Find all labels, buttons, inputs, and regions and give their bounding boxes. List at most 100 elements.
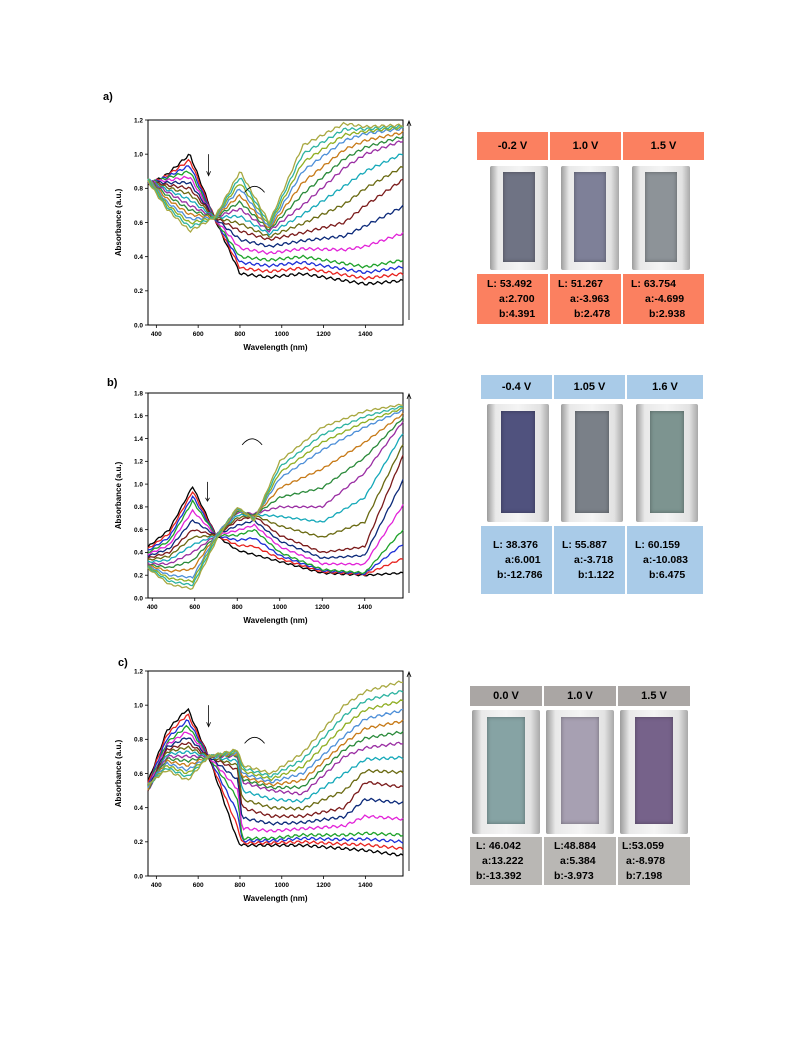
series-line xyxy=(147,433,404,564)
x-tick-label: 1400 xyxy=(358,882,373,889)
panel-c-values-col-1: L: 46.042 a:13.222 b:-13.392 xyxy=(470,837,542,885)
series-line xyxy=(147,504,404,566)
series-line xyxy=(147,180,404,248)
series-line xyxy=(147,408,404,579)
panel-c-b-2: b:-3.973 xyxy=(554,869,594,882)
panel-b-b-1: b:-12.786 xyxy=(497,568,543,581)
panel-b-values-col-2: L: 55.887 a:-3.718 b:1.122 xyxy=(554,526,625,594)
curved-arrow xyxy=(241,438,263,446)
y-tick-label: 0.0 xyxy=(134,595,143,602)
panel-c-color-values: L: 46.042 a:13.222 b:-13.392 L:48.884 a:… xyxy=(470,837,690,885)
panel-b-a-3: a:-10.083 xyxy=(643,553,688,566)
panel-c-b-1: b:-13.392 xyxy=(476,869,522,882)
series-line xyxy=(147,403,404,591)
panel-b-b-3: b:6.475 xyxy=(649,568,686,581)
series-line xyxy=(147,140,404,234)
series-line xyxy=(147,125,404,227)
panel-b-chart: 0.0 0.2 0.4 0.6 0.8 1.0 1.2 1.4 1.6 1.8 400 600 800 1… xyxy=(114,390,412,625)
x-tick-label: 400 xyxy=(151,882,162,889)
increase-arrow-head xyxy=(406,670,412,678)
x-tick-label: 1200 xyxy=(316,331,331,338)
panel-c-chart: 0.0 0.2 0.4 0.6 0.8 1.0 1.2 400 600 800 1000 1200 14… xyxy=(114,668,412,903)
trend-arrow-head xyxy=(205,497,210,502)
series-line xyxy=(147,690,404,785)
panel-a-photo-3 xyxy=(632,166,690,270)
x-tick-label: 1200 xyxy=(316,882,331,889)
panel-a-L-3: L: 63.754 xyxy=(631,277,676,290)
panel-b-values-col-1: L: 38.376 a:6.001 b:-12.786 xyxy=(481,526,552,594)
series-line xyxy=(147,737,404,826)
series-line xyxy=(147,158,404,281)
panel-b-a-2: a:-3.718 xyxy=(574,553,614,566)
y-axis-title: Absorbance (a.u.) xyxy=(114,188,123,256)
y-tick-label: 0.8 xyxy=(134,737,143,744)
y-tick-label: 0.4 xyxy=(134,550,143,557)
panel-c-b-3: b:7.198 xyxy=(626,869,663,882)
x-tick-label: 1200 xyxy=(315,604,330,611)
series-line xyxy=(147,175,404,256)
series-line xyxy=(147,707,404,857)
series-line xyxy=(147,444,404,561)
panel-a-b-2: b:2.478 xyxy=(574,307,611,320)
panel-a-values-col-3: L: 63.754 a:-4.699 b:2.938 xyxy=(623,274,704,324)
x-tick-label: 800 xyxy=(235,882,246,889)
increase-arrow-head xyxy=(406,119,412,127)
panel-a-chart: 0.0 0.2 0.4 0.6 0.8 1.0 1.2 400 600 800 1000 1200 14… xyxy=(114,117,412,352)
x-axis-title: Wavelength (nm) xyxy=(243,343,307,352)
panel-a-values-col-1: L: 53.492 a:2.700 b:4.391 xyxy=(477,274,548,324)
series-line xyxy=(147,153,404,237)
curved-arrow xyxy=(244,736,265,744)
panel-b-L-2: L: 55.887 xyxy=(562,538,607,551)
panel-b-voltage-header: -0.4 V 1.05 V 1.6 V xyxy=(481,375,703,399)
panel-b-label: b) xyxy=(107,377,118,389)
series-line xyxy=(147,412,404,573)
series-line xyxy=(147,126,404,228)
series-line xyxy=(147,130,404,229)
series-line xyxy=(147,719,404,790)
x-tick-label: 800 xyxy=(235,331,246,338)
increase-arrow-head xyxy=(406,392,412,400)
x-tick-label: 1000 xyxy=(275,882,290,889)
x-tick-label: 400 xyxy=(147,604,158,611)
y-tick-label: 0.0 xyxy=(134,873,143,880)
y-tick-label: 0.8 xyxy=(134,504,143,511)
panel-c-voltage-2: 1.0 V xyxy=(544,686,616,706)
trend-arrow-head xyxy=(206,171,211,177)
panel-b-b-2: b:1.122 xyxy=(578,568,615,581)
panel-c-photo-3 xyxy=(620,710,688,834)
panel-b-color-values: L: 38.376 a:6.001 b:-12.786 L: 55.887 a:… xyxy=(481,526,703,594)
y-tick-label: 1.2 xyxy=(134,668,143,675)
series-line xyxy=(147,713,404,851)
panel-a-a-1: a:2.700 xyxy=(499,292,535,305)
series-line xyxy=(147,730,404,791)
series-line xyxy=(147,407,404,584)
y-tick-label: 0.2 xyxy=(134,573,143,580)
y-tick-label: 1.2 xyxy=(134,459,143,466)
panel-a-L-2: L: 51.267 xyxy=(558,277,603,290)
y-tick-label: 0.6 xyxy=(134,771,143,778)
panel-a-photo-1 xyxy=(490,166,548,270)
series-line xyxy=(147,699,404,786)
panel-b-a-1: a:6.001 xyxy=(505,553,541,566)
panel-c-L-3: L:53.059 xyxy=(622,839,665,852)
panel-a-voltage-header: -0.2 V 1.0 V 1.5 V xyxy=(477,132,704,160)
x-tick-label: 400 xyxy=(151,331,162,338)
y-tick-label: 0.2 xyxy=(134,288,143,295)
x-tick-label: 600 xyxy=(193,882,204,889)
series-line xyxy=(147,153,404,286)
panel-a-a-2: a:-3.963 xyxy=(570,292,610,305)
series-line xyxy=(147,124,404,229)
panel-c-values-col-2: L:48.884 a:5.384 b:-3.973 xyxy=(544,837,616,885)
panel-c-a-1: a:13.222 xyxy=(482,854,524,867)
y-tick-label: 0.4 xyxy=(134,805,143,812)
panel-a-label: a) xyxy=(103,91,113,103)
y-tick-label: 0.6 xyxy=(134,527,143,534)
panel-b-L-3: L: 60.159 xyxy=(635,538,680,551)
y-tick-label: 0.8 xyxy=(134,186,143,193)
panel-c-L-1: L: 46.042 xyxy=(476,839,521,852)
panel-a-b-1: b:4.391 xyxy=(499,307,536,320)
series-line xyxy=(147,731,404,833)
series-line xyxy=(147,165,404,238)
x-tick-label: 1400 xyxy=(358,604,373,611)
series-line xyxy=(147,498,404,575)
